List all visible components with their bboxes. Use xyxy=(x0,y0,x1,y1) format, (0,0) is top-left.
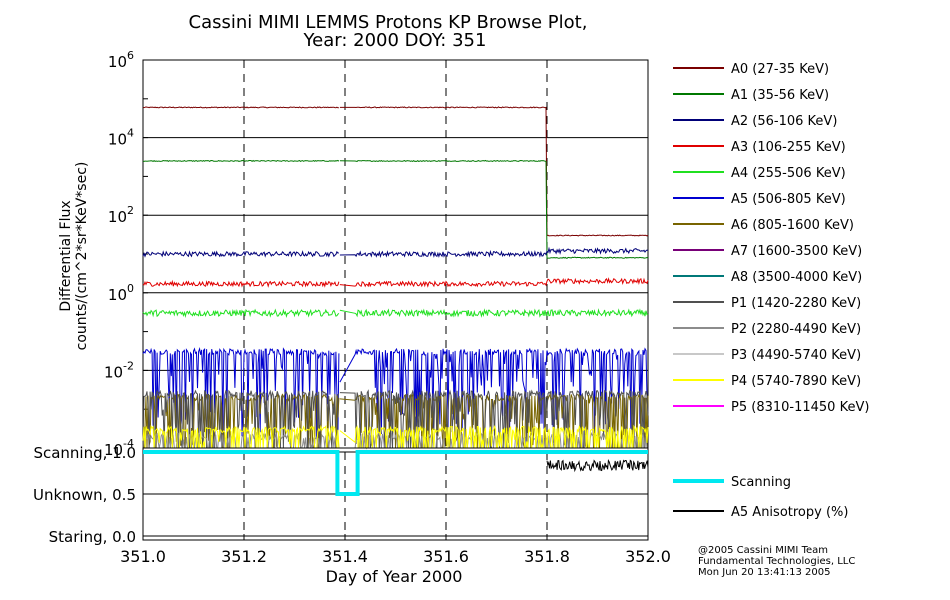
flux-panel: 10-4 10-2 100 102 104 106 xyxy=(104,49,649,540)
flux-y-tick-label: 10-4 xyxy=(104,437,134,459)
series-line xyxy=(339,424,649,449)
legend-label: A1 (35-56 KeV) xyxy=(731,88,829,103)
plot-title-line2: Year: 2000 DOY: 351 xyxy=(303,30,487,51)
series-line xyxy=(143,393,340,449)
series-line xyxy=(142,389,340,449)
flux-y-tick-label: 10-2 xyxy=(104,359,134,381)
series-line xyxy=(339,308,649,318)
copyright-block: @2005 Cassini MIMI Team Fundamental Tech… xyxy=(698,545,855,578)
series-line xyxy=(142,424,340,449)
x-tick-label: 352.0 xyxy=(625,547,671,566)
series-line xyxy=(142,347,340,439)
scan-y-tick-label: Staring, 0.0 xyxy=(49,528,136,546)
series-line xyxy=(339,277,649,288)
series-line xyxy=(339,389,649,449)
flux-y-label: Differential Flux counts/(cm^2*sr*KeV*se… xyxy=(58,162,90,351)
plot-title-line1: Cassini MIMI LEMMS Protons KP Browse Plo… xyxy=(189,12,588,33)
copyright-line: @2005 Cassini MIMI Team xyxy=(698,545,828,556)
series-line xyxy=(142,308,340,319)
x-axis: 351.0 351.2 351.4 351.6 351.8 352.0 xyxy=(120,534,671,566)
legend-label: A8 (3500-4000 KeV) xyxy=(731,270,862,285)
anisotropy-line xyxy=(546,459,649,473)
series-line xyxy=(339,106,649,237)
series-line xyxy=(142,250,340,258)
x-tick-label: 351.6 xyxy=(423,547,469,566)
legend: A0 (27-35 KeV) A1 (35-56 KeV) A2 (56-106 K… xyxy=(673,62,869,520)
flux-y-tick-label: 104 xyxy=(108,127,134,149)
legend-label: A3 (106-255 KeV) xyxy=(731,140,846,155)
timestamp-line: Mon Jun 20 13:41:13 2005 xyxy=(698,567,831,578)
legend-label: A6 (805-1600 KeV) xyxy=(731,218,854,233)
x-axis-label: Day of Year 2000 xyxy=(326,567,463,586)
legend-label: Scanning xyxy=(731,475,791,490)
x-tick-label: 351.2 xyxy=(221,547,267,566)
x-tick-label: 351.4 xyxy=(322,547,368,566)
series-line xyxy=(142,106,339,109)
legend-label: A7 (1600-3500 KeV) xyxy=(731,244,862,259)
flux-y-label-line1: Differential Flux xyxy=(58,200,74,311)
legend-label: P5 (8310-11450 KeV) xyxy=(731,400,869,415)
company-line: Fundamental Technologies, LLC xyxy=(698,556,856,567)
legend-label: P4 (5740-7890 KeV) xyxy=(731,374,861,389)
scan-y-tick-label: Scanning, 1.0 xyxy=(33,444,136,462)
flux-y-tick-label: 102 xyxy=(108,204,134,226)
legend-label: A2 (56-106 KeV) xyxy=(731,114,837,129)
x-tick-label: 351.0 xyxy=(120,547,166,566)
flux-y-tick-label: 100 xyxy=(108,282,134,304)
legend-label: P1 (1420-2280 KeV) xyxy=(731,296,861,311)
legend-label: A4 (255-506 KeV) xyxy=(731,166,846,181)
legend-label: A5 Anisotropy (%) xyxy=(731,505,848,520)
series-line xyxy=(339,347,649,435)
legend-label: A5 (506-805 KeV) xyxy=(731,192,846,207)
legend-label: P3 (4490-5740 KeV) xyxy=(731,348,861,363)
scan-y-tick-label: Unknown, 0.5 xyxy=(33,486,136,504)
legend-label: A0 (27-35 KeV) xyxy=(731,62,829,77)
series-line xyxy=(142,279,340,288)
flux-y-label-line2: counts/(cm^2*sr*KeV*sec) xyxy=(74,162,90,351)
flux-y-tick-label: 106 xyxy=(108,49,134,71)
x-tick-label: 351.8 xyxy=(524,547,570,566)
series-line xyxy=(339,246,649,259)
legend-label: P2 (2280-4490 KeV) xyxy=(731,322,861,337)
series-line xyxy=(339,159,649,259)
series-line xyxy=(142,159,340,163)
scanning-line xyxy=(143,450,648,496)
scanning-panel: Scanning, 1.0 Unknown, 0.5 Staring, 0.0 xyxy=(33,444,649,546)
